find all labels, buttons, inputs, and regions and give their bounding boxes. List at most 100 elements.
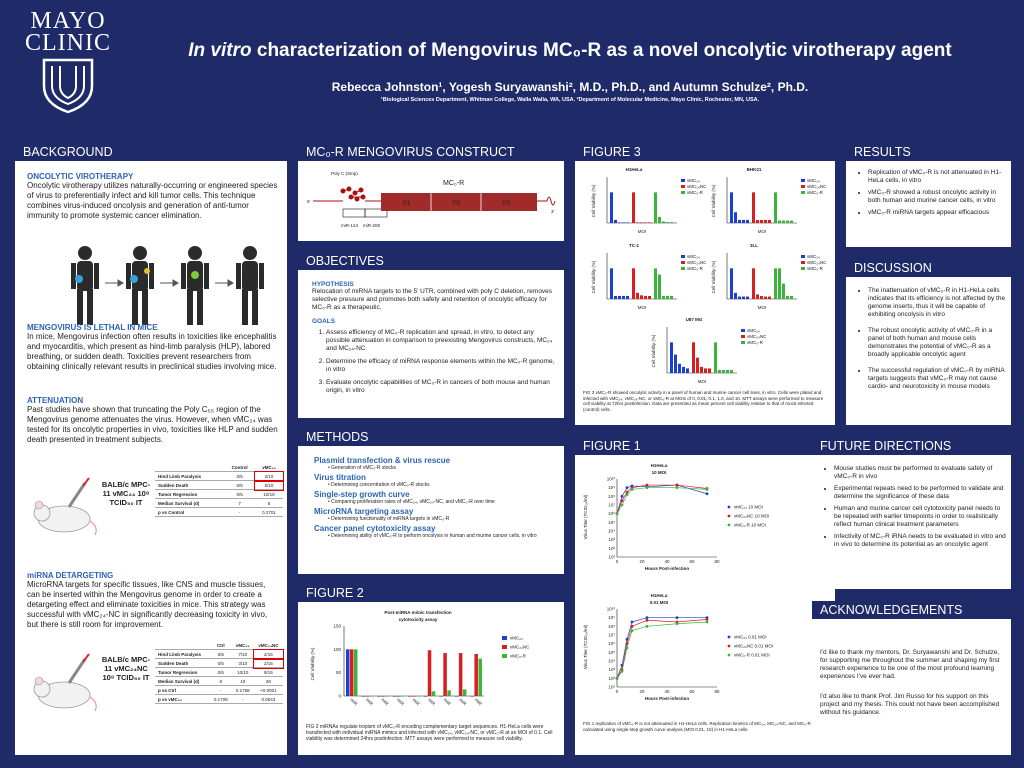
fig3-bar (648, 222, 651, 223)
fig1-y-tick: 10⁸ (608, 494, 615, 499)
goal-item: Assess efficiency of MC₀-R replication a… (326, 329, 556, 353)
fig3-bar (730, 268, 733, 299)
fig3-bar (678, 363, 681, 373)
table-header-cell (155, 463, 225, 472)
fig1-y-tick: 10³ (608, 537, 615, 542)
oncolytic-title: ONCOLYTIC VIROTHERAPY (27, 172, 134, 181)
fig3-bar (610, 192, 613, 223)
fig3-bar (782, 220, 785, 223)
lethal-title: MENGOVIRUS IS LETHAL IN MICE (27, 323, 158, 332)
table-row: p vs Ctrl -0.1758 <0.0001 (155, 685, 283, 695)
fig3-subpanel-title: BHK21 (747, 167, 762, 172)
table-cell: - (209, 685, 232, 695)
fig3-bar (692, 342, 695, 373)
table-cell: 2/10 (254, 470, 284, 482)
methods-panel: METHODS Plasmid transfection & virus res… (298, 428, 564, 574)
fig3-bar (778, 268, 781, 299)
table-cell: Tumor Regression (155, 489, 225, 499)
fig1-legend-label: vMC₀-R 0.01 MOI (734, 653, 770, 658)
future-item: Infectivity of MC₀-R iRNA needs to be ev… (834, 533, 1006, 549)
fig3-legend-label: vMC₂₄NC (807, 260, 827, 265)
fig3-bar (666, 222, 669, 223)
method-title: Single-step growth curve (314, 490, 410, 499)
acknowledgements-panel: ACKNOWLEDGEMENTS I'd like to thank my me… (812, 601, 1011, 755)
p1-label: P1 (403, 201, 411, 207)
discussion-item: The inattenuation of vMC₀-R in H1-HeLa c… (868, 287, 1006, 319)
method-title: MicroRNA targeting assay (314, 507, 414, 516)
fig3-legend-label: vMC₀-R (807, 266, 824, 271)
fig2-bar (369, 696, 374, 697)
fig1-point (645, 486, 649, 490)
fig3-bar (734, 212, 737, 223)
mc0r-label: MC₀-R (443, 180, 464, 187)
results-list: Replication of vMC₀-R is not attenuated … (858, 169, 1006, 221)
fig1-point (645, 624, 649, 628)
fig3-bar (626, 222, 629, 223)
fig2-x-tick: miR (365, 697, 375, 707)
fig3-bar (700, 366, 703, 373)
fig3-xlabel: MOI (698, 379, 707, 384)
fig2-x-tick: miR (349, 697, 359, 707)
table-cell: 7/10 (231, 649, 254, 659)
poster-title: In vitro characterization of Mengovirus … (188, 40, 952, 61)
fig1-x-tick: 80 (714, 559, 720, 564)
fig1-x-tick: 0 (616, 689, 619, 694)
fig3-ylabel: Cell Viability (%) (711, 184, 716, 217)
fig1-x-tick: 60 (689, 559, 695, 564)
results-item: vMC₀-R showed a robust oncolytic activit… (868, 189, 1006, 205)
fig2-title-2: cytotoxicity assay (399, 617, 438, 622)
fig3-legend-swatch (681, 191, 685, 194)
fig1-point (705, 488, 709, 491)
fig2-title: Post-miRNA mimic transfection (384, 610, 452, 615)
fig1-point (630, 624, 634, 628)
table-header-cell (155, 641, 210, 650)
fig3-bar (790, 295, 793, 299)
fig3-legend-label: vMC₂₄ (687, 178, 700, 183)
table-cell: p vs vMC₂₄ (155, 694, 210, 704)
future-panel: FUTURE DIRECTIONS Mouse studies must be … (812, 437, 1011, 589)
fig1-y-tick: 10⁴ (608, 529, 615, 534)
fig3-bar (730, 369, 733, 373)
toxicity-table-2: Ctrl vMC₂₄ vMC₂₄NC Hind Limb Paralysis 0/5 7/… (155, 641, 285, 704)
method-detail: • Determining ability of vMC₀-R to perfo… (328, 533, 537, 539)
fig1-y-tick: 10⁶ (608, 511, 615, 516)
fig2-legend-swatch (502, 636, 507, 640)
fig1-point (625, 646, 629, 650)
fig1-point (620, 499, 624, 503)
fig2-bar (365, 696, 370, 697)
fig1-point (645, 483, 649, 487)
table-cell: 0/5 (224, 480, 256, 490)
fig1-xlabel: Hours Post-infection (645, 566, 690, 571)
fig3-bar (618, 222, 621, 223)
fig3-bar (778, 220, 781, 223)
fig3-bar (618, 295, 621, 299)
fig3-bar (658, 274, 661, 299)
authors: Rebecca Johnston¹, Yogesh Suryawanshi², … (331, 80, 809, 94)
table-cell: Sudden Death (155, 658, 210, 668)
fig3-legend-swatch (681, 185, 685, 188)
fig1-point (620, 503, 624, 507)
fig1-point (625, 486, 629, 490)
fig1-y-tick: 10⁷ (608, 503, 615, 508)
fig1-point (615, 512, 619, 516)
fig1-point (630, 488, 634, 491)
fig2-bar (361, 696, 366, 697)
fig2-bar (454, 696, 459, 697)
fig3-bar (648, 295, 651, 299)
fig3-bar (662, 295, 665, 299)
future-item: Mouse studies must be performed to evalu… (834, 465, 1006, 481)
fig3-subpanel: BHK21 Cell Viability (%) MOI vMC₂₄vMC₂₄NCvM… (711, 167, 827, 234)
fig2-legend-label: vMC₂₄NC (510, 645, 530, 650)
attenuation-title: ATTENUATION (27, 396, 84, 405)
table-cell: 28 (253, 676, 283, 686)
fig2-legend-label: vMC₀-R (510, 654, 527, 659)
fig1-x-tick: 80 (714, 689, 720, 694)
fig3-subpanel: TC-1 Cell Viability (%) MOI vMC₂₄vMC₂₄NCvMC… (591, 243, 707, 310)
table-cell: 0.2701 (255, 507, 283, 517)
fig1-legend-swatch (727, 635, 731, 639)
fig2-bar (416, 696, 420, 697)
fig3-bar (682, 366, 685, 373)
fig1-legend-swatch (727, 653, 731, 657)
fig1-x-tick: 20 (639, 689, 645, 694)
